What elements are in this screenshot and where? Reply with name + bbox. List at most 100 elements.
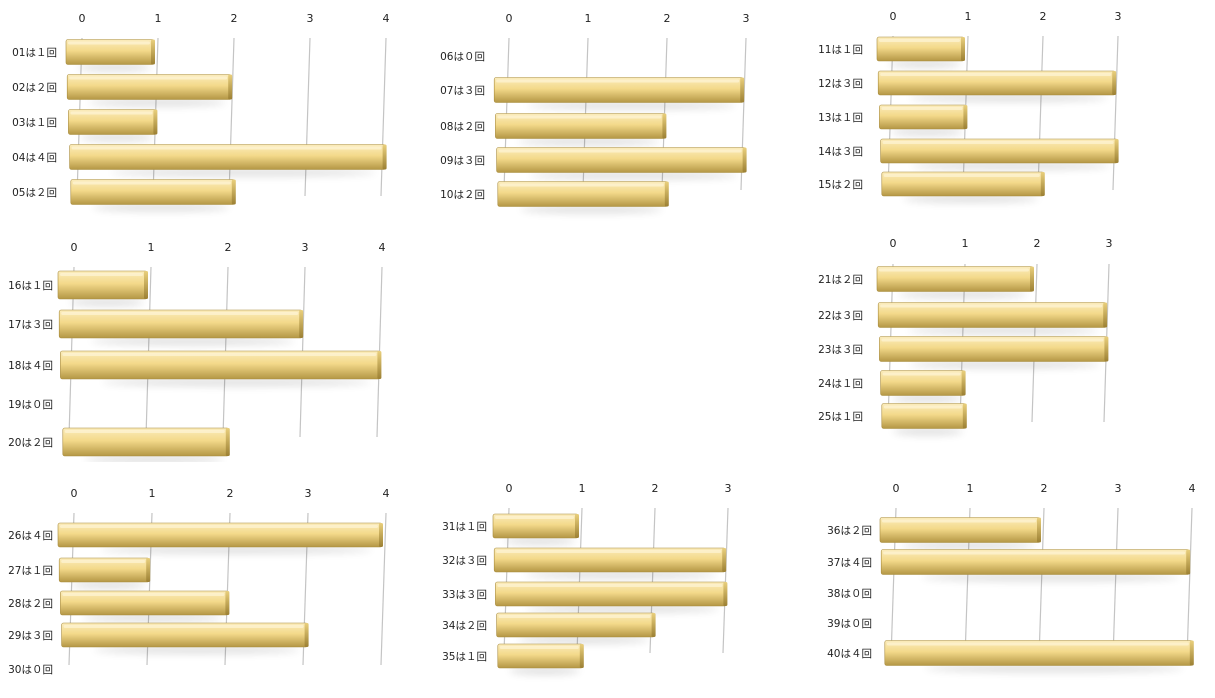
chart-panel-01-05: 0 1 2 3 4 01は１回 02は２回 03は１回 04は４回 05は２回 (0, 0, 415, 225)
tick-label-3: 3 (725, 482, 732, 495)
tick-label-3: 3 (1115, 10, 1122, 23)
bar-shadow (110, 168, 377, 177)
tick-label-0: 0 (71, 487, 78, 500)
bar-end-cap (962, 403, 967, 429)
chart-panel-36-40: 0 1 2 3 4 36は２回 37は４回 38は０回 39は０回 40は４回 (810, 478, 1215, 693)
gridline-3 (722, 507, 729, 654)
bar-end-cap (1037, 517, 1041, 543)
bar-highlight (886, 642, 1189, 646)
bar-shadow (102, 378, 371, 387)
category-label: 22は３回 (818, 310, 863, 322)
category-label: 24は１回 (818, 378, 863, 390)
bar-shadow (90, 337, 295, 346)
category-label: 28は２回 (8, 598, 53, 610)
bar-shadow (92, 203, 230, 212)
tick-label-1: 1 (962, 237, 969, 250)
bar-end-cap (1104, 336, 1109, 362)
category-label: 12は３回 (818, 78, 863, 90)
bar-shadow (524, 570, 719, 579)
bar-shadow (519, 205, 663, 214)
bar-shadow (907, 326, 1100, 335)
tick-label-2: 2 (652, 482, 659, 495)
bar-highlight (881, 338, 1104, 342)
bar-chart-4: 0 1 2 3 4 16は１回 17は３回 18は４回 19は０回 20は２回 (8, 241, 386, 464)
category-label: 03は１回 (12, 117, 57, 129)
bar-shadow (897, 290, 1029, 299)
bar-end-cap (225, 591, 230, 615)
bar-highlight (883, 405, 962, 409)
category-label: 14は３回 (818, 146, 863, 158)
bar-highlight (499, 183, 664, 187)
bar-shadow (93, 645, 301, 654)
bar-end-cap (146, 558, 151, 582)
tick-label-2: 2 (1034, 237, 1041, 250)
chart-panel-31-35: 0 1 2 3 31は１回 32は３回 33は３回 34は２回 35は１回 (415, 478, 785, 693)
gridline-4 (380, 37, 387, 197)
bar-highlight (60, 525, 378, 528)
chart-panel-16-20: 0 1 2 3 4 16は１回 17は３回 18は４回 19は０回 20は２回 (0, 232, 415, 464)
bar-chart-8: 0 1 2 3 4 36は２回 37は４回 38は０回 39は０回 40は４回 (827, 482, 1196, 673)
gridline-2 (1038, 507, 1045, 659)
bar-end-cap (228, 74, 233, 100)
bar-chart-6: 0 1 2 3 4 26は４回 27は１回 28は２回 29は３回 30は０回 (8, 487, 389, 676)
bar-end-cap (382, 144, 387, 170)
category-label: 01は１回 (12, 47, 57, 59)
bar-highlight (497, 584, 723, 587)
category-label: 27は１回 (8, 565, 53, 577)
bar-highlight (881, 107, 963, 110)
bar-end-cap (151, 39, 155, 65)
category-label: 37は４回 (827, 557, 872, 569)
tick-label-3: 3 (307, 12, 314, 25)
chart-panel-06-10: 0 1 2 3 06は０回 07は３回 08は２回 09は３回 10は２回 (415, 0, 785, 225)
bar-end-cap (377, 351, 382, 379)
bar-highlight (879, 39, 960, 42)
tick-label-3: 3 (1115, 482, 1122, 495)
bar-end-cap (963, 105, 968, 129)
bar-highlight (882, 141, 1114, 144)
category-label: 18は４回 (8, 360, 53, 372)
bar-shadow (82, 613, 224, 622)
bar-shadow (921, 573, 1180, 582)
bar-highlight (498, 149, 742, 153)
tick-label-4: 4 (383, 12, 390, 25)
bar-highlight (880, 304, 1103, 308)
bar-highlight (64, 430, 225, 433)
tick-label-0: 0 (71, 241, 78, 254)
bar-end-cap (1112, 71, 1117, 95)
tick-label-2: 2 (225, 241, 232, 254)
category-label: 07は３回 (440, 85, 485, 97)
bar-shadow (528, 171, 739, 180)
tick-label-1: 1 (965, 10, 972, 23)
category-label: 25は１回 (818, 411, 863, 423)
bar-highlight (496, 79, 740, 83)
bar-highlight (879, 268, 1029, 272)
bar-shadow (909, 360, 1101, 369)
bar-chart-5: 0 1 2 3 21は２回 22は３回 23は３回 24は１回 25は１回 (818, 237, 1113, 436)
tick-label-0: 0 (79, 12, 86, 25)
bar-highlight (62, 593, 225, 596)
bar-highlight (61, 560, 146, 563)
category-label: 39は０回 (827, 618, 872, 630)
category-label: 38は０回 (827, 588, 872, 600)
bar-end-cap (961, 370, 966, 396)
bar-shadow (888, 59, 962, 68)
bar-end-cap (1030, 266, 1034, 292)
bar-highlight (882, 519, 1036, 523)
category-label: 11は１回 (818, 44, 863, 56)
category-label: 05は２回 (12, 187, 57, 199)
bar-shadow (70, 580, 147, 589)
bar-chart-3: 0 1 2 3 11は１回 12は３回 13は１回 14は３回 15は２回 (818, 10, 1122, 203)
tick-label-3: 3 (743, 12, 750, 25)
bar-shadow (69, 298, 145, 307)
bar-end-cap (722, 548, 727, 572)
tick-label-3: 3 (302, 241, 309, 254)
tick-label-3: 3 (1106, 237, 1113, 250)
tick-label-1: 1 (967, 482, 974, 495)
category-label: 35は１回 (442, 651, 487, 663)
tick-label-0: 0 (890, 10, 897, 23)
bar-end-cap (740, 77, 745, 103)
bar-shadow (526, 101, 736, 110)
bar-end-cap (723, 582, 728, 606)
category-label: 20は２回 (8, 437, 53, 449)
bar-highlight (61, 312, 299, 315)
